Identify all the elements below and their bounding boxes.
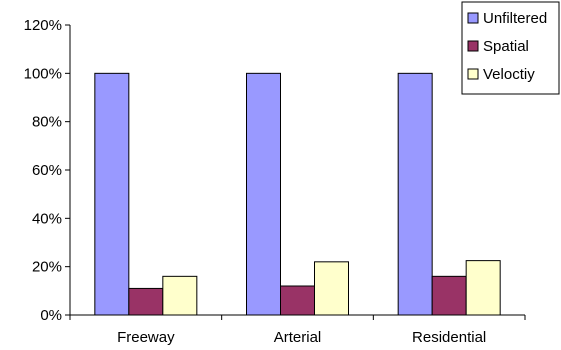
bar-unfiltered-residential xyxy=(397,72,433,316)
bar-veloctiy-residential xyxy=(465,260,501,316)
bar-unfiltered-arterial xyxy=(246,72,281,316)
y-tick-label: 100% xyxy=(24,65,62,82)
legend: Unfiltered Spatial Veloctiy xyxy=(461,1,560,95)
y-tick-label: 80% xyxy=(32,114,62,131)
legend-label: Spatial xyxy=(483,38,529,55)
y-tick-label: 40% xyxy=(32,210,62,227)
y-axis: 0% 20% 40% 60% 80% 100% 120% xyxy=(24,17,71,324)
legend-label: Veloctiy xyxy=(483,66,535,83)
y-tick-label: 120% xyxy=(24,17,62,34)
legend-swatch xyxy=(467,68,479,80)
bars xyxy=(94,72,501,316)
x-tick-label: Arterial xyxy=(274,329,322,346)
bar-unfiltered-freeway xyxy=(94,72,130,316)
y-tick-label: 0% xyxy=(40,307,62,324)
x-tick-label: Freeway xyxy=(117,329,175,346)
legend-label: Unfiltered xyxy=(483,10,547,27)
x-tick-label: Residential xyxy=(412,329,486,346)
legend-swatch xyxy=(467,40,479,52)
bar-spatial-arterial xyxy=(280,285,315,316)
bar-spatial-residential xyxy=(431,275,467,316)
y-tick-label: 60% xyxy=(32,162,62,179)
y-tick-label: 20% xyxy=(32,259,62,276)
x-axis: Freeway Arterial Residential xyxy=(69,314,526,346)
bar-veloctiy-freeway xyxy=(162,275,198,316)
legend-swatch xyxy=(467,12,479,24)
bar-spatial-freeway xyxy=(128,287,164,316)
bar-veloctiy-arterial xyxy=(314,261,349,316)
